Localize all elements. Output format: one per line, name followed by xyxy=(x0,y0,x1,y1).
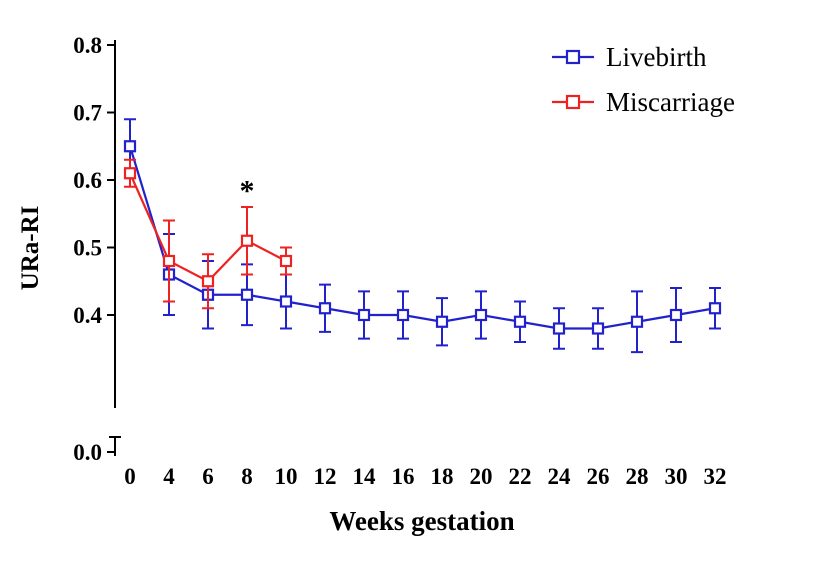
legend-marker-livebirth xyxy=(565,49,581,65)
x-tick-label: 16 xyxy=(392,464,415,489)
x-tick-label: 18 xyxy=(431,464,454,489)
y-tick-label: 0.5 xyxy=(73,236,102,261)
data-point-marker xyxy=(513,315,527,328)
legend-marker-miscarriage xyxy=(565,94,581,110)
y-tick-label: 0.7 xyxy=(73,101,102,126)
axes: 0.8 0.7 0.6 0.5 0.4 0.0 0 4 6 8 10 12 14 16 18 20 22 24 26… xyxy=(73,33,726,489)
x-tick-label: 10 xyxy=(275,464,298,489)
data-point-marker xyxy=(708,302,722,315)
x-tick-label: 32 xyxy=(704,464,727,489)
x-tick-label: 28 xyxy=(626,464,649,489)
data-point-marker xyxy=(474,308,488,322)
x-tick-label: 8 xyxy=(241,464,253,489)
y-tick-label: 0.8 xyxy=(73,33,102,58)
data-point-marker xyxy=(162,254,176,268)
y-tick-label: 0.0 xyxy=(73,440,102,465)
data-point-marker xyxy=(240,288,254,301)
x-tick-label: 30 xyxy=(665,464,688,489)
data-point-marker xyxy=(357,308,371,322)
series-livebirth xyxy=(123,118,722,354)
data-point-marker xyxy=(201,275,215,288)
x-tick-label: 22 xyxy=(509,464,532,489)
legend-label-livebirth: Livebirth xyxy=(606,42,707,72)
x-tick-label: 20 xyxy=(470,464,493,489)
significance-asterisk: * xyxy=(240,174,255,207)
data-point-marker xyxy=(279,295,293,308)
x-tick-label: 14 xyxy=(353,464,377,489)
series-line xyxy=(128,145,716,330)
series-miscarriage xyxy=(123,158,293,310)
legend: Livebirth Miscarriage xyxy=(552,42,735,117)
data-point-marker xyxy=(123,167,137,180)
legend-label-miscarriage: Miscarriage xyxy=(606,87,735,117)
y-tick-label: 0.6 xyxy=(73,168,102,193)
x-tick-label: 0 xyxy=(124,464,136,489)
x-tick-label: 12 xyxy=(314,464,337,489)
x-tick-label: 26 xyxy=(587,464,610,489)
x-axis-title: Weeks gestation xyxy=(329,506,514,536)
series-layer xyxy=(123,118,722,354)
x-tick-label: 24 xyxy=(548,464,572,489)
data-point-marker xyxy=(240,234,254,247)
data-point-marker xyxy=(591,322,605,335)
legend-item-livebirth: Livebirth xyxy=(552,42,707,72)
data-point-marker xyxy=(630,315,644,328)
legend-item-miscarriage: Miscarriage xyxy=(552,87,735,117)
data-point-marker xyxy=(318,302,332,315)
y-axis-title: URa-RI xyxy=(17,206,44,291)
data-point-marker xyxy=(552,322,566,335)
annotations: * xyxy=(240,174,255,207)
data-point-marker xyxy=(435,315,449,328)
data-point-marker xyxy=(123,140,137,153)
x-tick-label: 4 xyxy=(163,464,175,489)
data-point-marker xyxy=(669,308,683,322)
data-point-marker xyxy=(279,254,293,268)
data-point-marker xyxy=(396,308,410,322)
x-tick-label: 6 xyxy=(202,464,214,489)
y-tick-label: 0.4 xyxy=(73,303,102,328)
